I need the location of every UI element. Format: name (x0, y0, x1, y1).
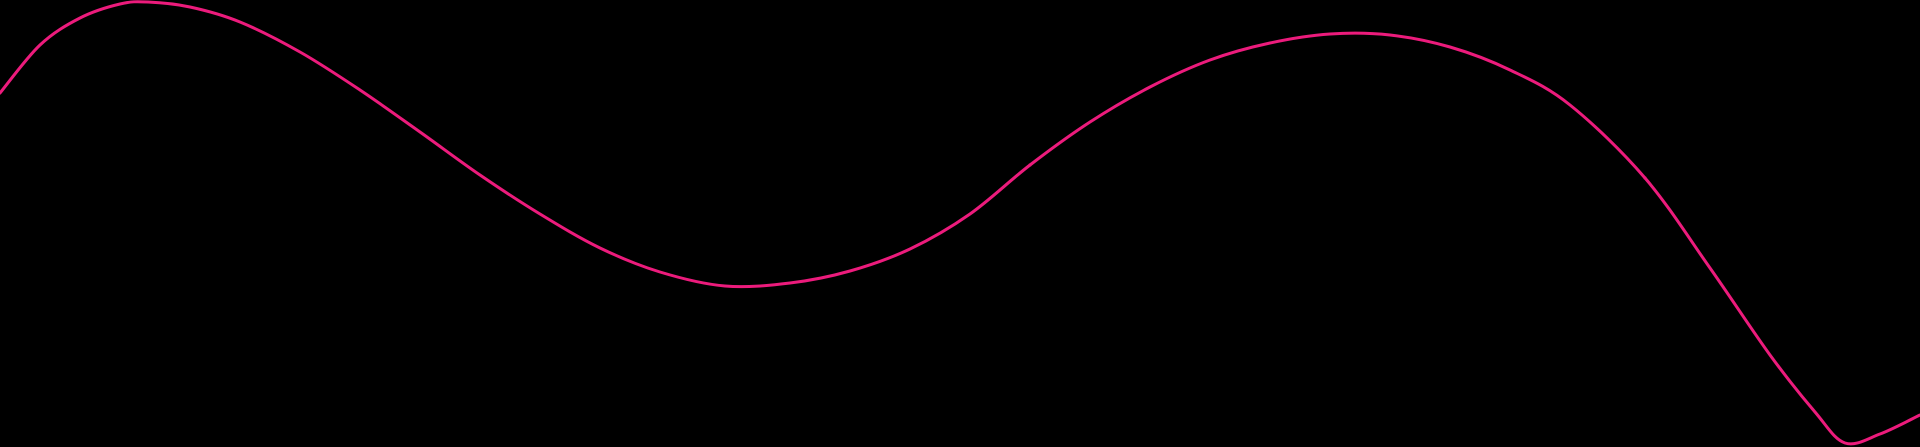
vertex-marker-1 (1643, 176, 1647, 180)
vertex-marker-0 (1028, 163, 1032, 167)
vertex-marker-group (1028, 163, 1647, 180)
